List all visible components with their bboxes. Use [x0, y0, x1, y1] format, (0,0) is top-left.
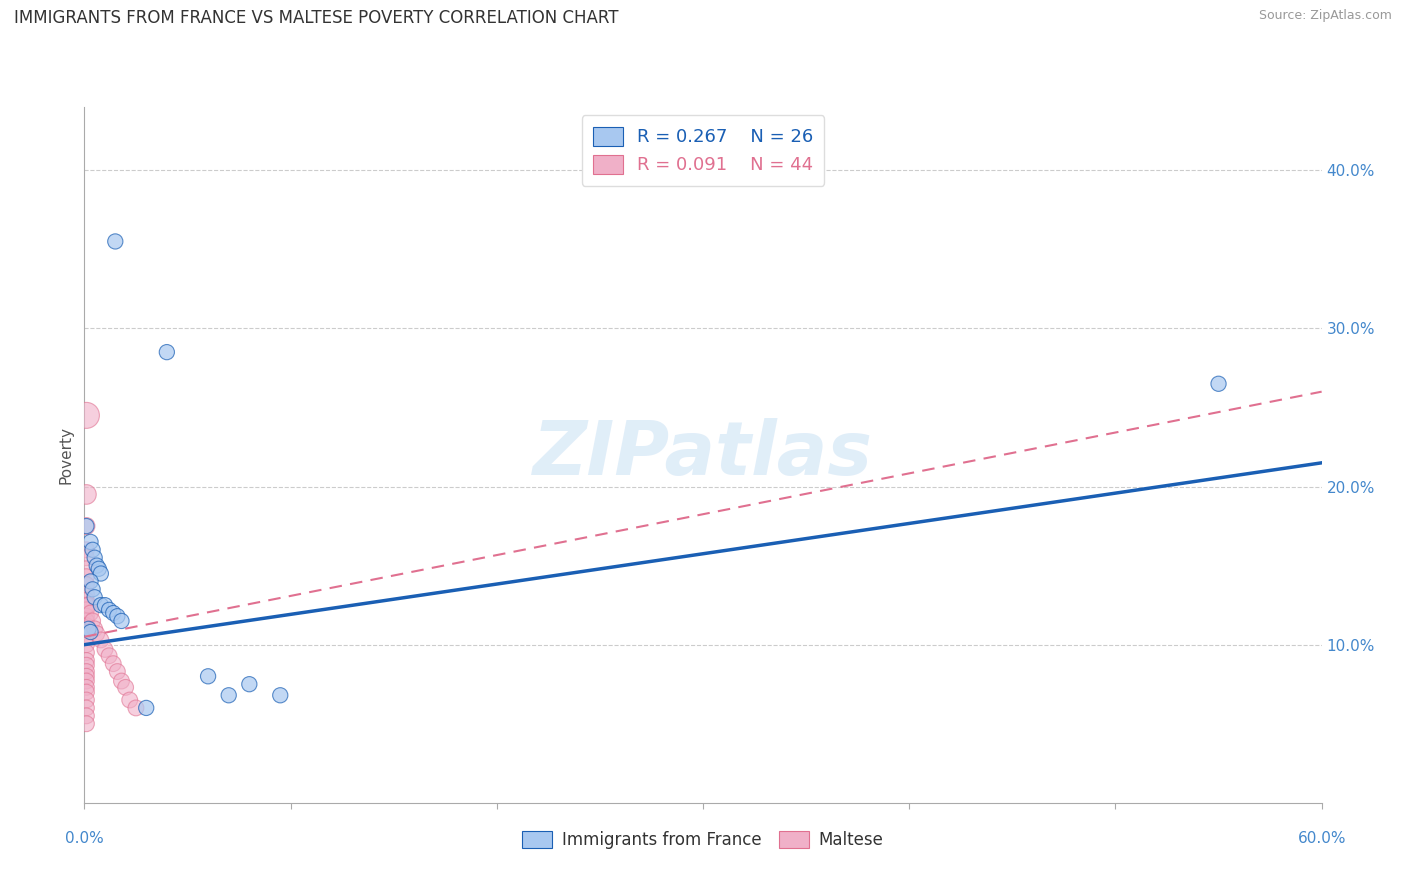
Point: [90, 632, 112, 647]
Point: [75, 618, 97, 632]
Point: [75, 519, 97, 533]
Point: [75, 562, 97, 576]
Text: Source: ZipAtlas.com: Source: ZipAtlas.com: [1258, 9, 1392, 22]
Point: [75, 685, 97, 699]
Point: [105, 609, 128, 624]
Point: [94, 598, 117, 612]
Point: [79, 606, 101, 620]
Text: 60.0%: 60.0%: [1298, 830, 1346, 846]
Point: [75, 630, 97, 644]
Text: ZIPatlas: ZIPatlas: [533, 418, 873, 491]
Point: [135, 701, 157, 715]
Point: [75, 542, 97, 557]
Point: [75, 681, 97, 695]
Point: [75, 693, 97, 707]
Point: [82, 614, 104, 628]
Point: [103, 606, 125, 620]
Point: [75, 598, 97, 612]
Point: [77, 622, 100, 636]
Point: [83, 591, 105, 605]
Point: [75, 653, 97, 667]
Point: [238, 677, 260, 691]
Point: [83, 550, 105, 565]
Point: [75, 614, 97, 628]
Point: [114, 681, 136, 695]
Text: 0.0%: 0.0%: [65, 830, 104, 846]
Point: [118, 693, 141, 707]
Point: [75, 674, 97, 689]
Point: [90, 566, 112, 581]
Y-axis label: Poverty: Poverty: [58, 425, 73, 484]
Point: [75, 609, 97, 624]
Point: [75, 716, 97, 731]
Point: [79, 574, 101, 589]
Point: [98, 648, 121, 663]
Point: [75, 658, 97, 673]
Point: [75, 570, 97, 584]
Point: [98, 603, 121, 617]
Point: [75, 665, 97, 679]
Point: [75, 593, 97, 607]
Point: [86, 558, 108, 573]
Point: [103, 657, 125, 671]
Point: [75, 409, 97, 423]
Point: [82, 542, 104, 557]
Point: [75, 603, 97, 617]
Point: [79, 534, 101, 549]
Point: [86, 626, 108, 640]
Point: [83, 622, 105, 636]
Point: [104, 235, 127, 249]
Point: [110, 674, 132, 689]
Point: [75, 487, 97, 501]
Point: [125, 701, 148, 715]
Point: [75, 587, 97, 601]
Point: [75, 577, 97, 591]
Point: [110, 614, 132, 628]
Text: IMMIGRANTS FROM FRANCE VS MALTESE POVERTY CORRELATION CHART: IMMIGRANTS FROM FRANCE VS MALTESE POVERT…: [14, 9, 619, 27]
Point: [77, 598, 100, 612]
Point: [197, 669, 219, 683]
Legend: Immigrants from France, Maltese: Immigrants from France, Maltese: [515, 822, 891, 857]
Point: [90, 598, 112, 612]
Point: [75, 638, 97, 652]
Point: [75, 701, 97, 715]
Point: [87, 562, 110, 576]
Point: [75, 646, 97, 660]
Point: [1208, 376, 1230, 391]
Point: [75, 708, 97, 723]
Point: [105, 665, 128, 679]
Point: [75, 550, 97, 565]
Point: [75, 625, 97, 640]
Point: [75, 669, 97, 683]
Point: [218, 688, 240, 702]
Point: [269, 688, 291, 702]
Point: [156, 345, 179, 359]
Point: [82, 582, 104, 597]
Point: [94, 642, 117, 657]
Point: [79, 625, 101, 640]
Point: [75, 519, 97, 533]
